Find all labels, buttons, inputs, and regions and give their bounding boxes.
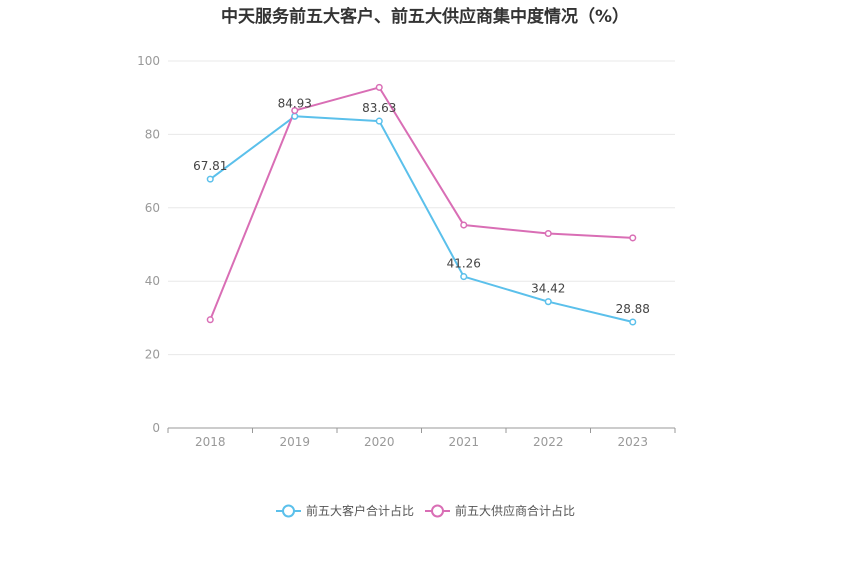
data-point	[206, 316, 214, 324]
data-point	[629, 318, 637, 326]
data-point	[291, 106, 299, 115]
data-point	[460, 221, 468, 229]
y-tick-label: 80	[145, 127, 160, 141]
y-tick-label: 40	[145, 274, 160, 288]
x-tick-label: 2019	[279, 435, 310, 449]
legend: 前五大客户合计占比 前五大供应商合计占比	[276, 503, 575, 518]
data-point	[375, 83, 383, 91]
data-label: 34.42	[531, 282, 565, 296]
data-labels: 67.81 84.93 83.63 41.26 34.42 28.88	[193, 96, 650, 316]
data-point	[629, 234, 637, 242]
y-tick-label: 60	[145, 201, 160, 215]
legend-label: 前五大客户合计占比	[306, 503, 414, 518]
y-tick-labels: 0 20 40 60 80 100	[137, 54, 160, 435]
legend-label: 前五大供应商合计占比	[455, 503, 575, 518]
data-point	[544, 298, 552, 306]
axes	[167, 427, 676, 433]
data-point	[460, 273, 468, 281]
data-label: 84.93	[278, 96, 312, 110]
legend-swatch-marker	[431, 504, 444, 518]
series-lines	[209, 86, 633, 323]
data-point	[544, 229, 552, 238]
data-label: 83.63	[362, 101, 396, 115]
legend-swatch-marker	[282, 504, 295, 518]
x-tick-label: 2023	[617, 435, 648, 449]
data-label: 28.88	[616, 302, 650, 316]
series-points	[206, 83, 637, 326]
chart-title: 中天服务前五大客户、前五大供应商集中度情况（%）	[220, 7, 630, 27]
x-tick-label: 2022	[533, 435, 564, 449]
data-point	[291, 112, 299, 120]
series-line	[209, 86, 633, 321]
x-tick-label: 2018	[195, 435, 226, 449]
series-line	[209, 115, 633, 323]
x-tick-label: 2020	[364, 435, 395, 449]
data-label: 67.81	[193, 159, 227, 173]
x-tick-label: 2021	[448, 435, 479, 449]
data-label: 41.26	[447, 257, 481, 271]
grid-lines	[168, 60, 675, 356]
y-tick-label: 0	[152, 421, 160, 435]
data-point	[206, 175, 214, 183]
y-tick-label: 100	[137, 54, 160, 68]
y-tick-label: 20	[145, 348, 160, 362]
data-point	[375, 117, 383, 125]
x-tick-labels: 2018 2019 2020 2021 2022 2023	[195, 435, 648, 449]
